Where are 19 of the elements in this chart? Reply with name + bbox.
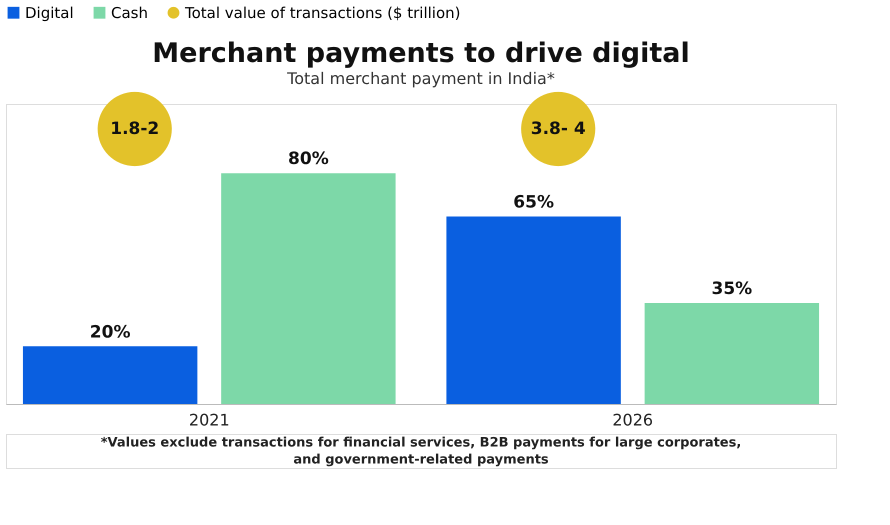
x-tick-label: 2026 — [612, 410, 654, 430]
text: 1.8-2 — [110, 119, 160, 139]
data-label: 65% — [513, 192, 554, 212]
bar — [446, 216, 621, 404]
text: and government-related payments — [293, 452, 549, 468]
text: *Values exclude transactions for financial services, B2B payments for large corporates, — [100, 436, 742, 450]
bar — [22, 346, 198, 404]
chart-title: Merchant payments to drive digital — [152, 38, 690, 69]
legend-label: Cash — [111, 4, 148, 22]
bar — [221, 173, 396, 404]
x-tick-label: 2021 — [188, 410, 230, 430]
data-label: 80% — [288, 149, 329, 170]
legend-label: Total value of transactions ($ trillion) — [184, 4, 461, 22]
data-label: 20% — [90, 322, 131, 342]
data-label: 35% — [711, 279, 752, 300]
text: 3.8- 4 — [530, 119, 586, 139]
chart-subtitle: Total merchant payment in India* — [286, 68, 555, 88]
legend-label: Digital — [25, 4, 74, 22]
bar — [644, 303, 820, 404]
